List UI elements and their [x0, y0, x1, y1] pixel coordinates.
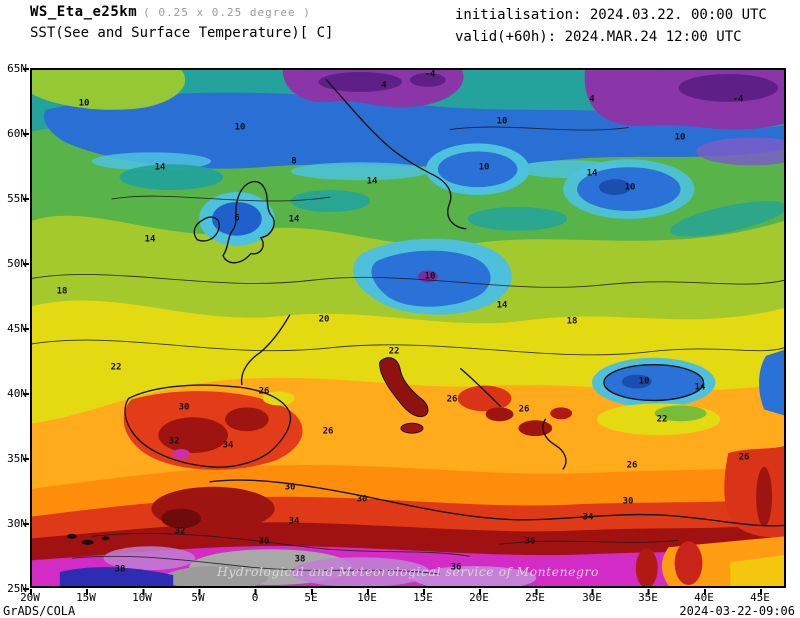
great-britain-coast: [222, 180, 275, 264]
contour-label: 26: [322, 426, 334, 437]
contour-label: 18: [56, 286, 68, 297]
iberia-coast: [124, 384, 292, 468]
cold-air-features: [32, 70, 784, 416]
contour-label: 14: [288, 214, 300, 225]
watermark: Hydrological and Meteorological service …: [216, 564, 600, 579]
contour-label: 22: [110, 362, 122, 373]
lat-label: 25N: [7, 582, 27, 595]
lat-label: 35N: [7, 452, 27, 465]
header-left: WS_Eta_e25km ( 0.25 x 0.25 degree ) SST(S…: [30, 4, 333, 41]
lon-label: 0: [251, 591, 259, 604]
contour-label: 30: [178, 402, 190, 413]
aegean-coast: [542, 418, 567, 470]
contour-label: 10: [234, 122, 246, 133]
contour-label: 10: [478, 162, 490, 173]
lat-label: 40N: [7, 387, 27, 400]
lat-label: 65N: [7, 62, 27, 75]
grid-resolution: ( 0.25 x 0.25 degree ): [143, 6, 311, 19]
header-right: initialisation: 2024.03.22. 00:00 UTC va…: [455, 4, 767, 48]
contour-label: 18: [566, 316, 578, 327]
ireland-coast: [193, 216, 220, 242]
contour-label: 30: [284, 482, 296, 493]
contour-label: 38: [294, 554, 306, 565]
y-axis-ticks: [23, 68, 29, 590]
warm-features: [59, 357, 784, 586]
contour-label: 10: [674, 132, 686, 143]
contour-label: 10: [78, 98, 90, 109]
contour-label: -4: [424, 69, 436, 80]
contour-label: 32: [174, 526, 186, 537]
contour-label: 6: [234, 213, 240, 224]
contour-label: 10: [496, 116, 508, 127]
italy-peninsula: [379, 357, 429, 418]
map-plot-area: 10 4 -4 10 10 4 -4 10 8 14 14 10 14 10 6 14 14 18 10 14 18 20…: [30, 68, 786, 588]
x-axis-ticks: [30, 589, 763, 595]
contour-label: 8: [291, 156, 297, 167]
lat-label: 45N: [7, 322, 27, 335]
contour-label: 34: [222, 440, 234, 451]
contour-lines: [32, 126, 784, 575]
norway-coast: [325, 79, 435, 176]
canary-islands: [66, 533, 77, 539]
contour-label: 14: [366, 176, 378, 187]
coastlines: [124, 79, 784, 527]
variable-title: SST(See and Surface Temperature)[ C]: [30, 25, 334, 41]
north-africa-coast: [209, 479, 784, 527]
black-sea-coast: [603, 364, 705, 402]
contour-label: 38: [114, 564, 126, 575]
contour-label: 10: [424, 271, 436, 282]
adriatic-coast: [460, 367, 502, 408]
lat-label: 55N: [7, 192, 27, 205]
lat-label: 50N: [7, 257, 27, 270]
contour-label: 30: [622, 496, 634, 507]
contour-label: 14: [586, 168, 598, 179]
initialisation-time: initialisation: 2024.03.22. 00:00 UTC: [455, 7, 767, 23]
contour-label: 26: [258, 386, 270, 397]
baltic-coast: [433, 174, 467, 230]
contour-label: 36: [524, 536, 536, 547]
contour-label: 36: [450, 562, 462, 573]
valid-time: valid(+60h): 2024.MAR.24 12:00 UTC: [455, 29, 742, 45]
contour-label: 14: [694, 382, 706, 393]
contour-label: 20: [318, 314, 330, 325]
contour-label: 22: [656, 414, 668, 425]
sst-contour-map: [32, 70, 784, 586]
contour-label: 32: [168, 436, 180, 447]
contour-label: -4: [732, 94, 744, 105]
contour-label: 26: [446, 394, 458, 405]
contour-label: 30: [356, 494, 368, 505]
lat-label: 60N: [7, 127, 27, 140]
contour-label: 10: [638, 376, 650, 387]
contour-label: 10: [624, 182, 636, 193]
contour-label: 14: [496, 300, 508, 311]
model-title-line: WS_Eta_e25km ( 0.25 x 0.25 degree ): [30, 4, 333, 20]
contour-label: 14: [144, 234, 156, 245]
contour-labels-layer: 10 4 -4 10 10 4 -4 10 8 14 14 10 14 10 6 14 14 18 10 14 18 20…: [32, 70, 784, 586]
contour-label: 26: [738, 452, 750, 463]
lat-label: 30N: [7, 517, 27, 530]
contour-label: 22: [388, 346, 400, 357]
contour-label: 26: [518, 404, 530, 415]
france-coast: [240, 314, 291, 386]
grads-credit: GrADS/COLA: [3, 604, 76, 618]
contour-label: 34: [582, 512, 594, 523]
contour-label: 34: [288, 516, 300, 527]
caspian-edge-blob: [759, 349, 784, 416]
contour-label: 14: [154, 162, 166, 173]
creation-timestamp: 2024-03-22-09:06: [679, 604, 795, 618]
contour-label: 26: [626, 460, 638, 471]
contour-label: 36: [258, 536, 270, 547]
sicily: [400, 422, 424, 434]
contour-label: 4: [381, 80, 387, 91]
contour-label: 4: [589, 94, 595, 105]
model-name: WS_Eta_e25km: [30, 4, 138, 20]
